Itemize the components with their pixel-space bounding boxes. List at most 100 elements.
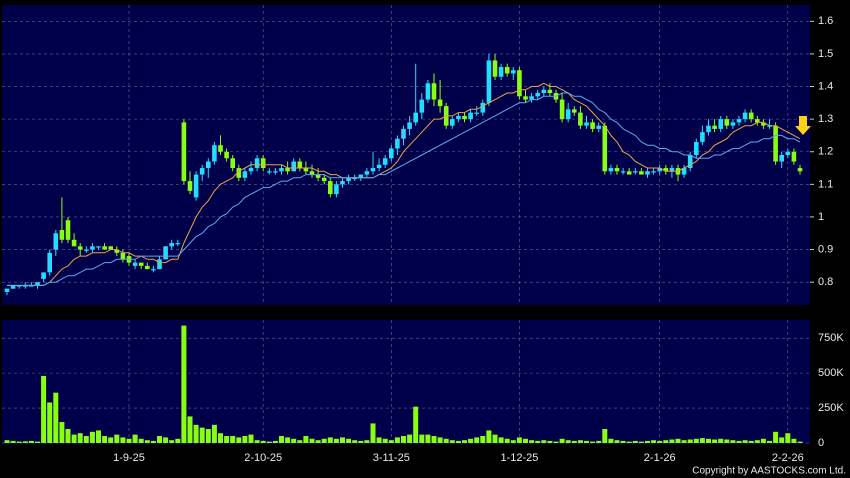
volume-bar — [89, 431, 95, 443]
volume-bar — [211, 424, 217, 443]
candle-body — [626, 171, 632, 175]
candle-body — [114, 249, 120, 253]
volume-bar — [541, 440, 547, 443]
volume-bar — [266, 441, 272, 443]
volume-bar — [364, 440, 370, 443]
volume-bar — [376, 437, 382, 443]
candle-body — [315, 174, 321, 178]
candle-body — [376, 164, 382, 169]
volume-bar — [321, 438, 327, 443]
candle-body — [645, 171, 650, 175]
volume-bar — [760, 438, 766, 443]
volume-bar — [272, 440, 278, 443]
candle-body — [413, 112, 418, 123]
candle-body — [334, 184, 339, 195]
volume-bar — [205, 429, 211, 443]
candle-body — [651, 171, 656, 173]
candle-body — [504, 66, 510, 74]
candle-body — [291, 161, 296, 172]
volume-bar — [785, 433, 791, 443]
candle-body — [541, 89, 547, 94]
candle-body — [419, 99, 425, 113]
candle-body — [663, 168, 669, 172]
volume-bar — [498, 437, 504, 443]
candle-body — [218, 145, 223, 152]
volume-bar — [297, 440, 303, 443]
candle-body — [102, 246, 107, 250]
volume-bar — [462, 440, 467, 443]
candle-body — [260, 158, 266, 169]
volume-bar — [28, 440, 34, 443]
volume-bar — [71, 434, 77, 443]
volume-bar — [315, 440, 321, 443]
y-tick-label: 1.2 — [818, 146, 833, 158]
volume-bar — [669, 439, 675, 443]
volume-bar — [4, 440, 10, 443]
volume-bar — [712, 439, 718, 443]
candle-body — [242, 171, 248, 178]
volume-bar — [767, 440, 772, 443]
volume-bar — [150, 440, 156, 443]
candle-body — [639, 171, 644, 175]
volume-bar — [492, 434, 498, 443]
volume-bar — [657, 440, 663, 443]
candle-body — [767, 125, 772, 127]
candle-body — [425, 83, 431, 100]
candle-body — [523, 96, 528, 100]
volume-bar — [236, 437, 242, 443]
x-tick-label: 2-2-26 — [772, 452, 804, 464]
candle-body — [742, 112, 748, 120]
candle-body — [358, 174, 364, 178]
candle-body — [736, 119, 742, 123]
candle-body — [77, 246, 83, 250]
candle-body — [669, 168, 675, 172]
volume-bar — [279, 436, 284, 443]
volume-bar — [565, 440, 571, 443]
volume-bar — [157, 436, 162, 443]
candle-body — [785, 151, 791, 155]
candle-body — [596, 125, 601, 129]
volume-bar — [596, 440, 602, 443]
candle-body — [791, 151, 797, 162]
candle-body — [279, 168, 284, 172]
volume-bar — [388, 440, 394, 443]
candle-body — [724, 119, 730, 126]
volume-bar — [407, 434, 413, 443]
volume-bar — [193, 424, 199, 443]
candle-body — [431, 83, 437, 100]
candle-body — [633, 171, 638, 173]
candle-body — [65, 220, 71, 240]
candle-body — [4, 288, 10, 292]
volume-bar — [620, 440, 626, 443]
candle-body — [16, 285, 22, 287]
volume-bar — [797, 441, 803, 443]
candle-body — [224, 151, 229, 159]
candle-body — [687, 155, 693, 169]
candle-body — [608, 168, 614, 172]
volume-bar — [126, 438, 132, 443]
volume-bar — [455, 440, 461, 443]
volume-panel — [2, 320, 810, 444]
candle-body — [718, 119, 723, 129]
candle-body — [565, 109, 571, 120]
candle-body — [620, 171, 626, 173]
x-tick-label: 1-9-25 — [113, 452, 145, 464]
candle-body — [578, 112, 583, 126]
volume-bar — [181, 325, 187, 443]
candle-body — [657, 168, 662, 172]
candle-body — [761, 122, 766, 126]
volume-bar — [394, 437, 400, 443]
volume-bar — [83, 436, 89, 443]
x-tick-label: 2-1-26 — [644, 452, 676, 464]
volume-bar — [504, 438, 510, 443]
volume-bar — [102, 436, 108, 443]
candle-body — [230, 158, 235, 169]
volume-bar — [358, 440, 364, 443]
candle-body — [151, 269, 156, 271]
volume-bar — [77, 433, 83, 443]
moving-average-line — [7, 92, 801, 286]
volume-tick-label: 250K — [818, 402, 844, 414]
volume-bar — [736, 440, 742, 443]
volume-bar — [53, 392, 59, 443]
